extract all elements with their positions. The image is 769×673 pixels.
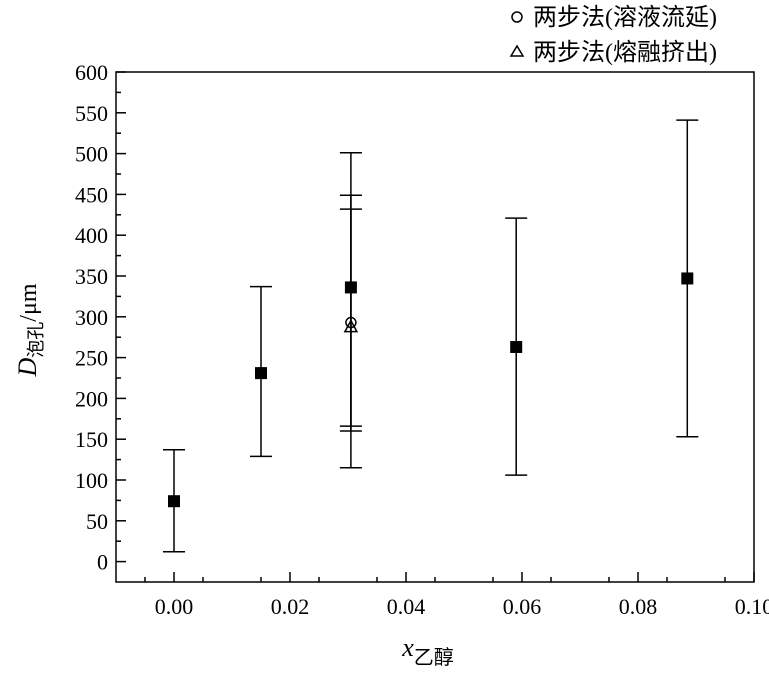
y-tick-label: 200 [75, 386, 108, 411]
y-tick-label: 600 [75, 60, 108, 85]
legend-label-2: 两步法(熔融挤出) [533, 39, 717, 66]
legend-label-1: 两步法(溶液流延) [533, 4, 717, 31]
y-tick-label: 500 [75, 142, 108, 167]
data-point-circle [345, 316, 357, 329]
x-tick-label: 0.02 [271, 594, 310, 619]
data-point-square [168, 495, 180, 508]
y-axis-label-unit: /μm [16, 283, 42, 322]
data-point-square [344, 281, 357, 294]
y-tick-label: 400 [75, 223, 108, 248]
y-tick-label: 150 [75, 427, 108, 452]
data-markers [168, 272, 694, 508]
legend-item-2: 两步法(熔融挤出) [509, 39, 717, 66]
plot-area-border [115, 71, 755, 583]
y-tick-label: 50 [86, 509, 108, 534]
x-axis: 0.00 0.02 0.04 0.06 0.08 0.10 [144, 572, 769, 619]
data-point-square [510, 340, 523, 353]
x-axis-label-sub: 乙醇 [414, 646, 454, 669]
y-tick-label: 450 [75, 182, 108, 207]
y-axis-label: D泡孔/μm [13, 283, 46, 377]
legend-marker-open-triangle [509, 44, 525, 57]
x-tick-label: 0.10 [735, 594, 769, 619]
x-tick-label: 0.00 [155, 594, 194, 619]
x-tick-label: 0.04 [387, 594, 426, 619]
y-axis-label-sub: 泡孔 [26, 322, 46, 358]
plot-frame [115, 71, 755, 583]
x-axis-label-main: x [401, 633, 414, 662]
y-axis: 0 50 100 150 200 250 300 350 400 450 500 550 600 [75, 60, 126, 575]
y-tick-label: 100 [75, 468, 108, 493]
data-point-triangle [343, 319, 359, 333]
y-tick-label: 350 [75, 264, 108, 289]
error-bars [163, 119, 699, 553]
y-tick-label: 550 [75, 101, 108, 126]
y-tick-label: 300 [75, 305, 108, 330]
x-tick-label: 0.08 [619, 594, 658, 619]
legend-marker-open-circle [511, 11, 523, 23]
y-axis-label-main: D [13, 357, 42, 377]
x-axis-label: x乙醇 [401, 633, 454, 669]
data-point-square [255, 367, 267, 380]
x-tick-label: 0.06 [503, 594, 542, 619]
y-tick-label: 0 [97, 550, 108, 575]
data-point-square [681, 272, 694, 285]
y-tick-label: 250 [75, 346, 108, 371]
legend: 两步法(溶液流延) 两步法(熔融挤出) [509, 4, 717, 66]
legend-item-1: 两步法(溶液流延) [511, 4, 717, 31]
